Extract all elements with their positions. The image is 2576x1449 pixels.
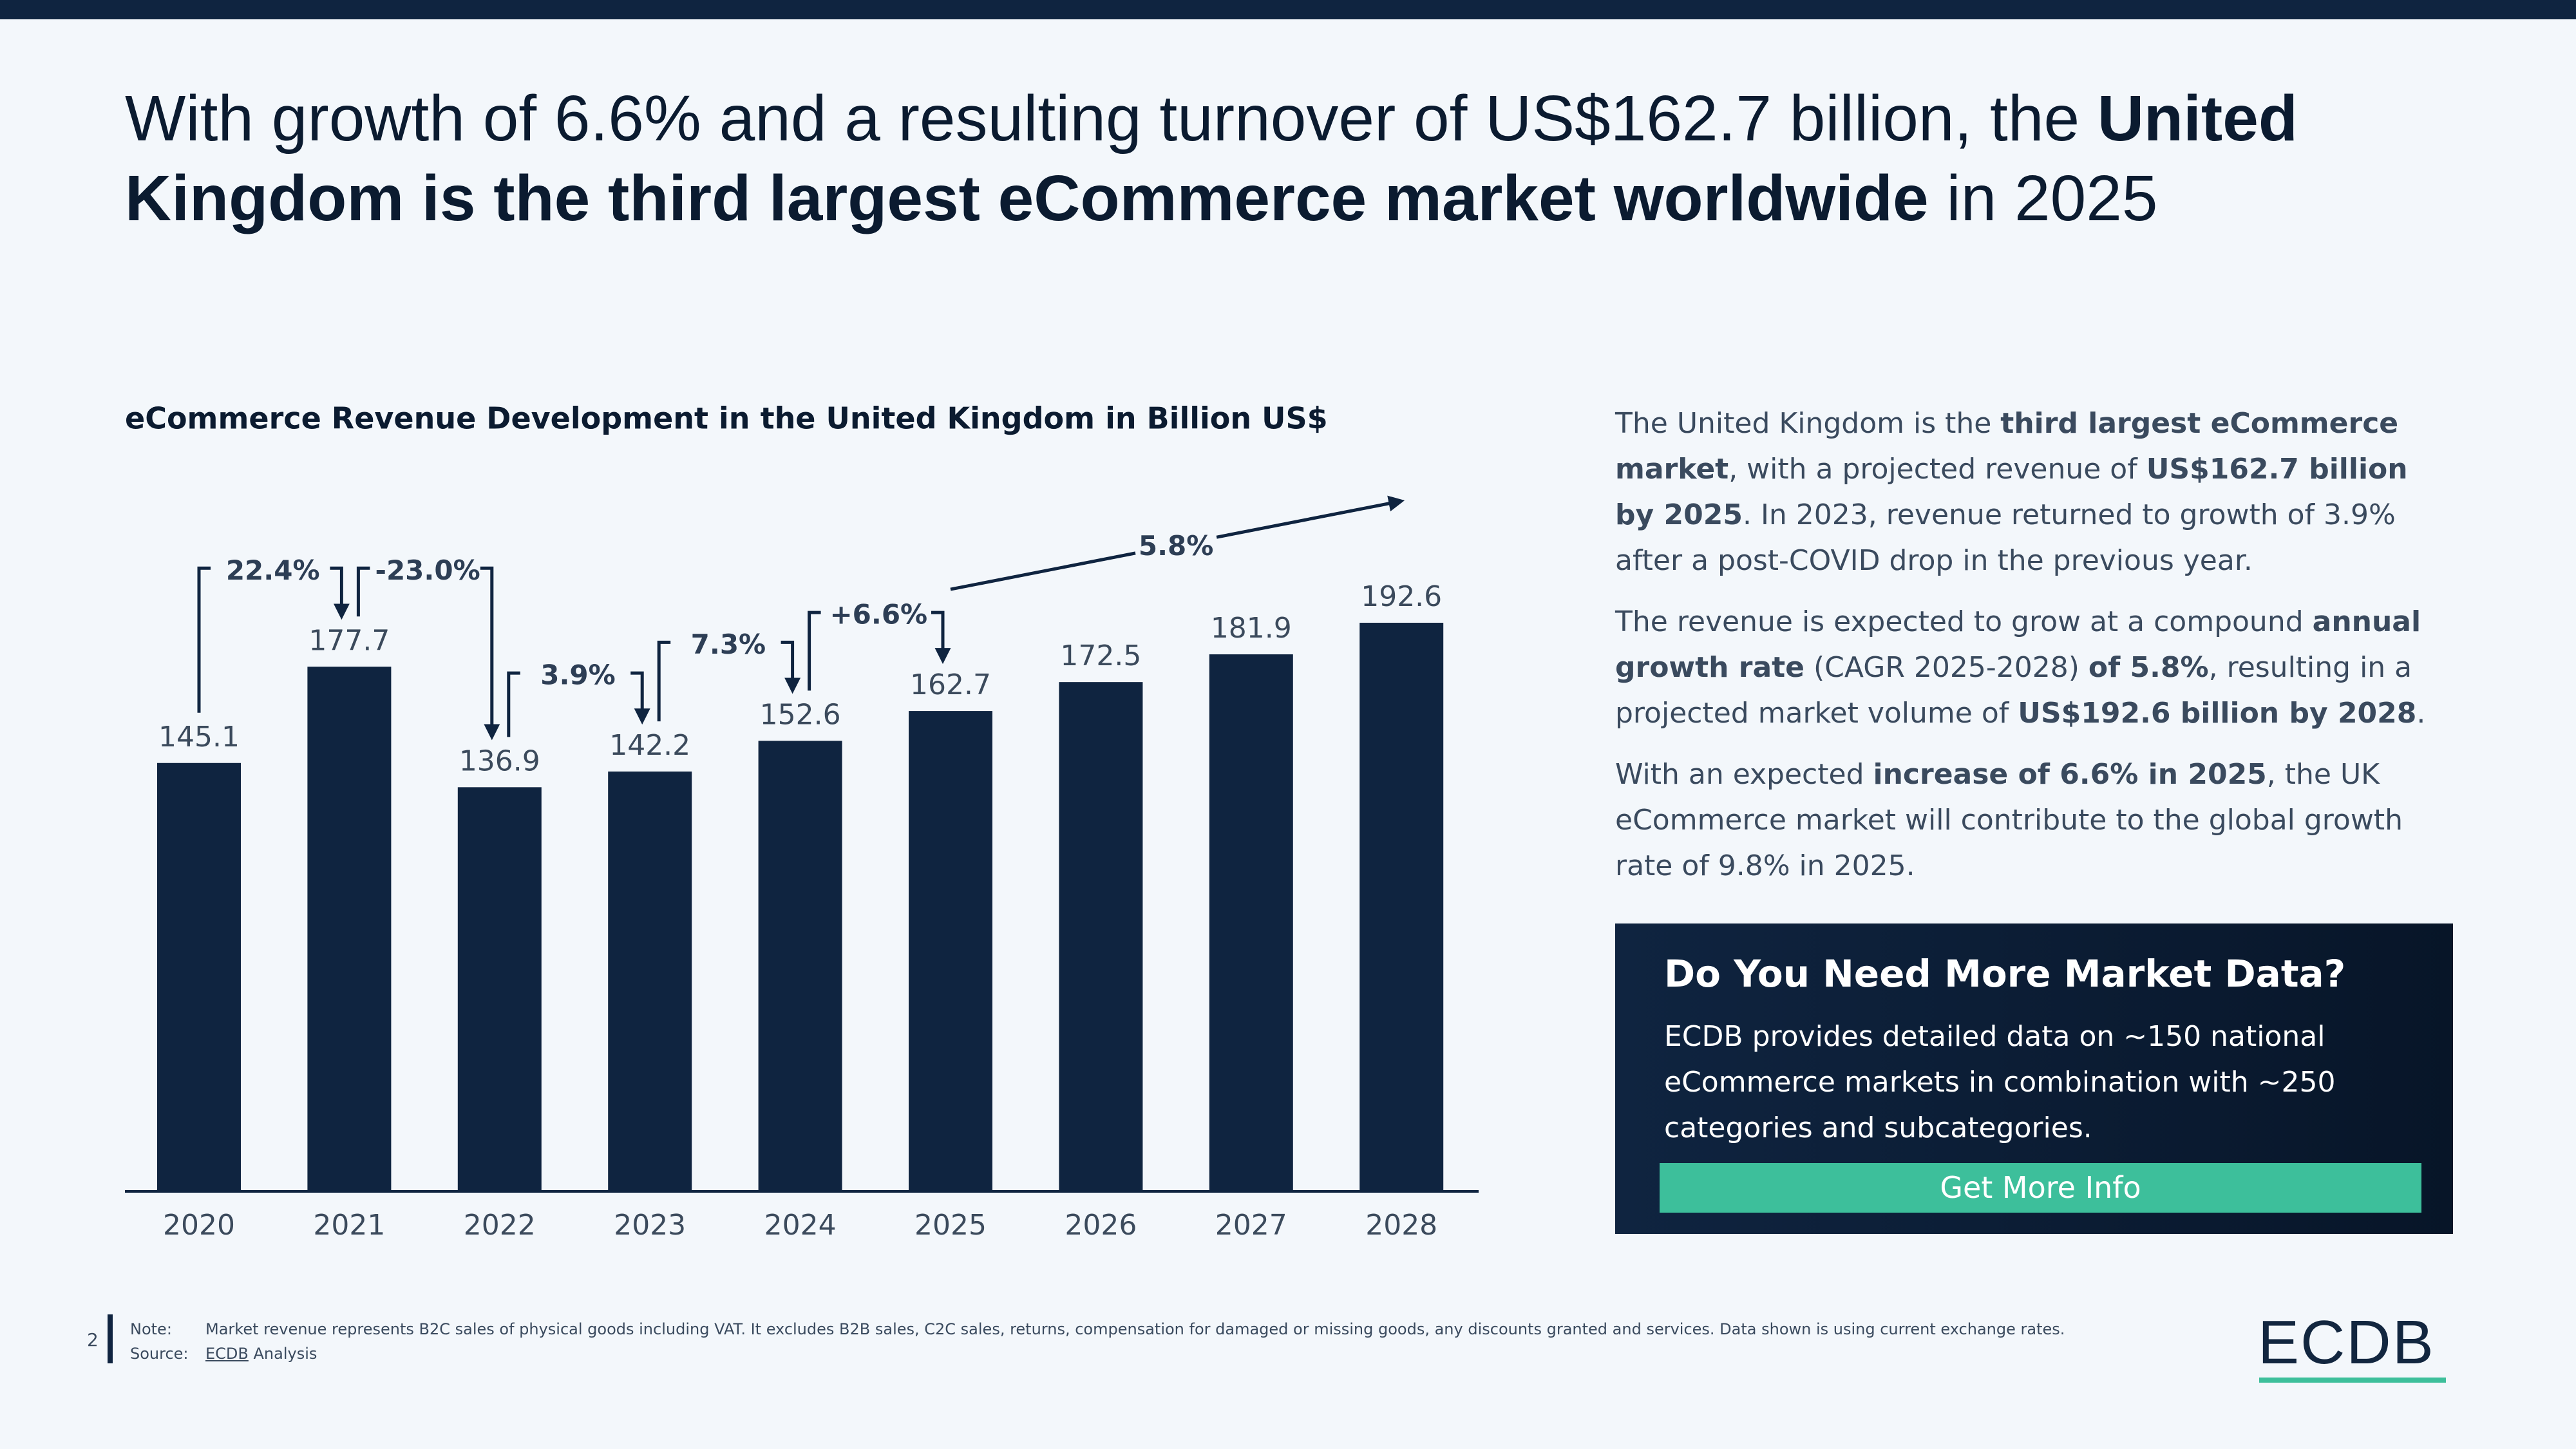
x-tick-label: 2027 xyxy=(1215,1209,1287,1242)
cta-box: Do You Need More Market Data? ECDB provi… xyxy=(1615,923,2453,1234)
value-label: 172.5 xyxy=(1060,639,1141,672)
note: Market revenue represents B2C sales of p… xyxy=(205,1320,2065,1338)
text-run: . xyxy=(2416,697,2426,730)
x-tick-label: 2023 xyxy=(614,1209,686,1242)
chart-title: eCommerce Revenue Development in the Uni… xyxy=(125,401,1328,436)
bar xyxy=(909,711,992,1191)
value-label: 181.9 xyxy=(1211,612,1292,645)
x-tick-label: 2022 xyxy=(464,1209,536,1242)
growth-bracket xyxy=(197,566,211,713)
text-run: The United Kingdom is the xyxy=(1615,407,2001,440)
value-label: 177.7 xyxy=(308,624,390,657)
bar xyxy=(1359,623,1444,1191)
text-run: . In 2023, revenue returned to growth of… xyxy=(1615,498,2396,577)
paragraph: The revenue is expected to grow at a com… xyxy=(1615,599,2452,736)
growth-label: 3.9% xyxy=(540,659,615,691)
value-label: 136.9 xyxy=(459,744,540,777)
growth-bracket xyxy=(356,566,370,617)
value-label: 192.6 xyxy=(1361,580,1442,613)
cagr-arrow xyxy=(1216,495,1405,539)
bar xyxy=(1059,682,1143,1191)
source-label: Source: xyxy=(130,1345,189,1363)
x-tick-label: 2028 xyxy=(1365,1209,1437,1242)
text-run: (CAGR 2025-2028) xyxy=(1804,651,2088,684)
text-run: , with a projected revenue of xyxy=(1728,453,2146,486)
x-tick-label: 2026 xyxy=(1065,1209,1137,1242)
note-label: Note: xyxy=(130,1320,172,1338)
bar xyxy=(157,762,241,1191)
text-run: With growth of 6.6% and a resulting turn… xyxy=(125,82,2098,155)
cagr-line xyxy=(950,551,1136,591)
text-run: , the UK eCommerce market will contribut… xyxy=(1615,758,2403,882)
source: ECDB Analysis xyxy=(205,1345,317,1363)
bar xyxy=(758,741,842,1191)
cta-button[interactable]: Get More Info xyxy=(1660,1163,2421,1213)
value-label: 162.7 xyxy=(910,668,991,701)
cta-body: ECDB provides detailed data on ~150 nati… xyxy=(1664,1020,2336,1144)
bar xyxy=(1209,654,1293,1191)
value-label: 152.6 xyxy=(760,698,841,731)
footer-bar xyxy=(108,1314,113,1363)
text-run: increase of 6.6% in 2025 xyxy=(1873,758,2267,791)
x-tick-label: 2021 xyxy=(313,1209,385,1242)
growth-label: +6.6% xyxy=(829,599,927,630)
text-run: annual growth rate xyxy=(1615,605,2421,684)
text-run: With an expected xyxy=(1615,758,1873,791)
text-run: ECDB xyxy=(205,1345,249,1363)
paragraph: The United Kingdom is the third largest … xyxy=(1615,401,2452,583)
text-run: in 2025 xyxy=(1928,162,2158,234)
text-run: United Kingdom is the third largest eCom… xyxy=(125,82,2298,234)
value-label: 145.1 xyxy=(158,721,240,753)
cagr-label: 5.8% xyxy=(1139,530,1213,562)
value-label: 142.2 xyxy=(609,729,690,762)
logo: ECDB xyxy=(2258,1308,2435,1377)
cta-heading: Do You Need More Market Data? xyxy=(1664,952,2346,996)
bar xyxy=(457,787,542,1191)
bar xyxy=(307,667,392,1191)
top-band xyxy=(0,0,2576,19)
growth-bracket xyxy=(808,611,821,691)
growth-arrow xyxy=(781,640,801,694)
text-run: of 5.8% xyxy=(2088,651,2209,684)
page-number: 2 xyxy=(87,1329,99,1350)
growth-label: 22.4% xyxy=(226,554,320,586)
text-run: US$162.7 billion by 2025 xyxy=(1615,453,2408,531)
growth-label: -23.0% xyxy=(375,554,480,586)
growth-arrow xyxy=(630,671,650,725)
x-tick-label: 2025 xyxy=(914,1209,987,1242)
growth-label: 7.3% xyxy=(691,629,766,660)
description: The United Kingdom is the third largest … xyxy=(1615,401,2452,904)
text-run: Analysis xyxy=(248,1345,317,1363)
x-tick-label: 2020 xyxy=(163,1209,235,1242)
text-run: third largest eCommerce market xyxy=(1615,407,2399,486)
x-tick-label: 2024 xyxy=(764,1209,837,1242)
text-run: The revenue is expected to grow at a com… xyxy=(1615,605,2313,638)
logo-underline xyxy=(2259,1378,2446,1383)
text-run: US$192.6 billion by 2028 xyxy=(2018,697,2417,730)
growth-bracket xyxy=(657,640,671,722)
growth-arrow xyxy=(480,566,500,741)
paragraph: With an expected increase of 6.6% in 202… xyxy=(1615,752,2452,889)
bar xyxy=(608,772,692,1191)
growth-bracket xyxy=(507,671,520,737)
slide-title: With growth of 6.6% and a resulting turn… xyxy=(125,79,2469,238)
growth-arrow xyxy=(931,611,951,665)
text-run: , resulting in a projected market volume… xyxy=(1615,651,2412,730)
growth-arrow xyxy=(330,566,350,620)
